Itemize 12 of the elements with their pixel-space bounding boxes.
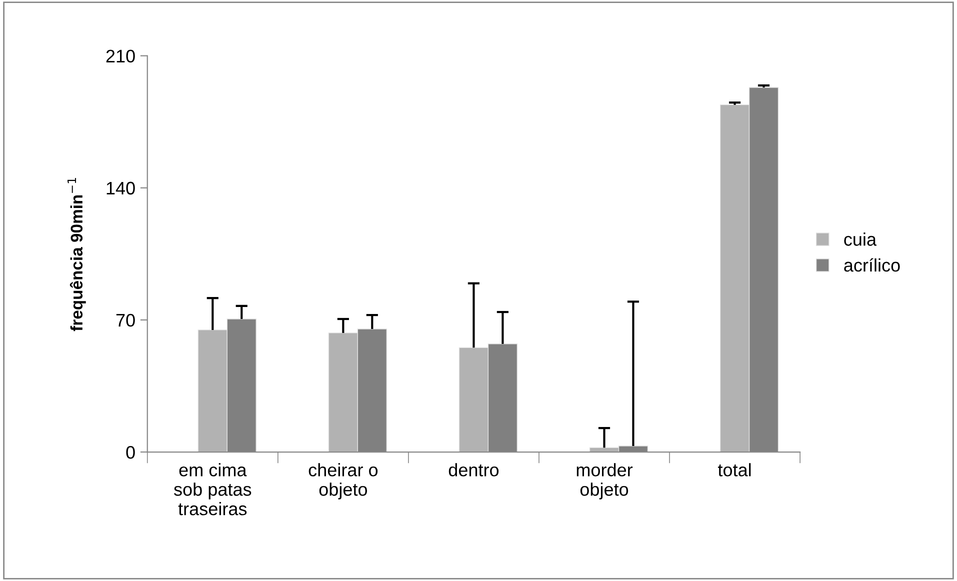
y-tick-label: 0 (126, 446, 135, 459)
x-tick-label: morder objeto (576, 463, 633, 500)
y-tick-label: 70 (116, 314, 135, 327)
x-tick-label: cheirar o objeto (308, 463, 378, 500)
x-tick-label: total (718, 463, 751, 476)
y-axis-title: frequência 90min$^{−1}$ (68, 178, 86, 332)
y-tick-label: 140 (106, 182, 135, 195)
x-tick-label: em cima sob patas traseiras (174, 463, 252, 516)
legend-label: cuia (844, 232, 877, 246)
y-tick-label: 210 (106, 50, 135, 62)
x-tick-label: dentro (448, 463, 499, 476)
legend-label: acrílico (844, 258, 900, 272)
